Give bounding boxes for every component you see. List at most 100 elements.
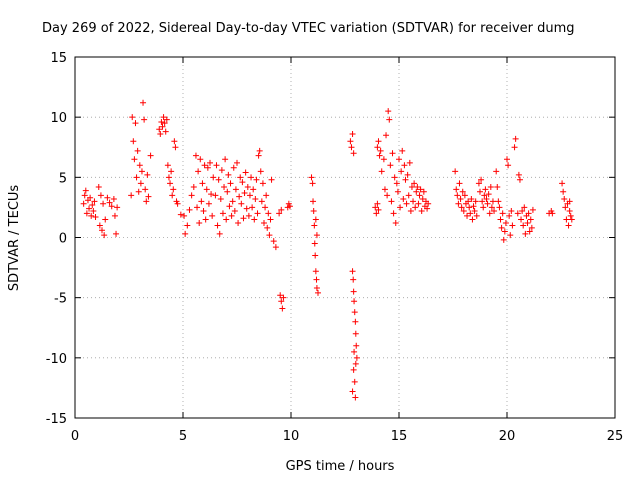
data-point-marker [204,164,211,171]
data-point-marker [212,192,219,199]
data-point-marker [347,138,354,145]
data-point-marker [491,208,498,215]
data-point-marker [267,216,274,223]
data-point-marker [312,216,319,223]
data-point-marker [310,198,317,205]
data-point-marker [567,212,574,219]
data-point-marker [226,203,233,210]
data-point-marker [465,198,472,205]
data-point-marker [170,186,177,193]
data-point-marker [502,220,509,227]
x-tick-label: 15 [391,429,408,444]
data-point-marker [375,138,382,145]
data-point-marker [483,195,490,202]
data-point-marker [311,222,318,229]
data-point-marker [186,206,193,213]
data-point-marker [401,162,408,169]
data-point-marker [225,171,232,178]
data-point-marker [461,192,468,199]
data-point-marker [407,208,414,215]
data-point-marker [387,162,394,169]
y-tick-label: -5 [54,292,67,307]
data-point-marker [255,152,262,159]
data-point-marker [108,203,115,210]
data-point-marker [308,174,315,181]
data-point-marker [549,210,556,217]
data-point-marker [240,215,247,222]
data-point-marker [313,285,320,292]
data-point-marker [230,164,237,171]
data-point-marker [134,147,141,154]
data-point-marker [471,208,478,215]
data-point-marker [213,162,220,169]
data-point-marker [315,289,321,296]
data-point-marker [498,224,505,231]
data-point-marker [97,192,104,199]
data-point-marker [163,116,170,123]
data-point-marker [353,342,360,349]
data-point-marker [99,227,105,234]
data-point-marker [169,192,176,199]
data-point-marker [512,135,519,142]
data-point-marker [518,216,525,223]
data-point-marker [168,168,175,175]
data-point-marker [251,216,258,223]
data-point-marker [245,212,252,219]
data-point-marker [196,220,203,227]
data-point-marker [378,168,385,175]
data-point-marker [472,198,479,205]
data-point-marker [141,116,148,123]
data-point-marker [138,168,145,175]
data-point-marker [394,188,401,195]
data-point-marker [487,183,494,190]
data-point-marker [219,210,226,217]
data-point-marker [452,168,459,175]
data-point-marker [507,232,514,239]
data-point-marker [128,192,135,199]
data-point-marker [563,216,570,223]
data-point-marker [396,156,402,163]
data-point-marker [132,120,139,127]
data-point-marker [524,220,531,227]
data-point-marker [404,171,411,178]
data-point-marker [566,208,573,215]
data-point-marker [280,294,287,301]
data-point-marker [100,200,107,207]
data-point-marker [352,330,359,337]
data-point-marker [221,183,228,190]
data-point-marker [164,162,171,169]
data-point-marker [214,222,221,229]
data-point-marker [375,206,382,213]
data-point-marker [479,198,486,205]
data-point-marker [197,156,204,163]
data-point-marker [229,198,236,205]
y-tick-label: -10 [46,352,67,367]
x-tick-label: 20 [499,429,516,444]
data-point-marker [162,128,169,135]
data-point-marker [265,210,272,217]
data-point-marker [266,232,273,239]
data-point-marker [223,216,230,223]
data-point-marker [475,180,482,187]
data-point-marker [113,230,120,237]
data-point-marker [250,186,257,193]
data-point-marker [515,171,522,178]
data-point-marker [408,183,415,190]
data-point-marker [458,204,465,211]
data-point-marker [405,192,412,199]
data-point-marker [497,216,504,223]
data-point-marker [276,210,283,217]
data-point-marker [489,198,496,205]
data-point-marker [195,168,202,175]
data-point-marker [374,200,381,207]
data-point-marker [501,228,508,235]
data-point-marker [486,210,493,217]
data-point-marker [111,212,118,219]
data-point-marker [424,205,431,212]
data-point-marker [352,318,359,325]
data-point-marker [505,162,512,169]
x-tick-label: 5 [179,429,187,444]
data-point-marker [310,208,317,215]
data-point-marker [286,203,293,210]
y-tick-label: 5 [59,171,67,186]
